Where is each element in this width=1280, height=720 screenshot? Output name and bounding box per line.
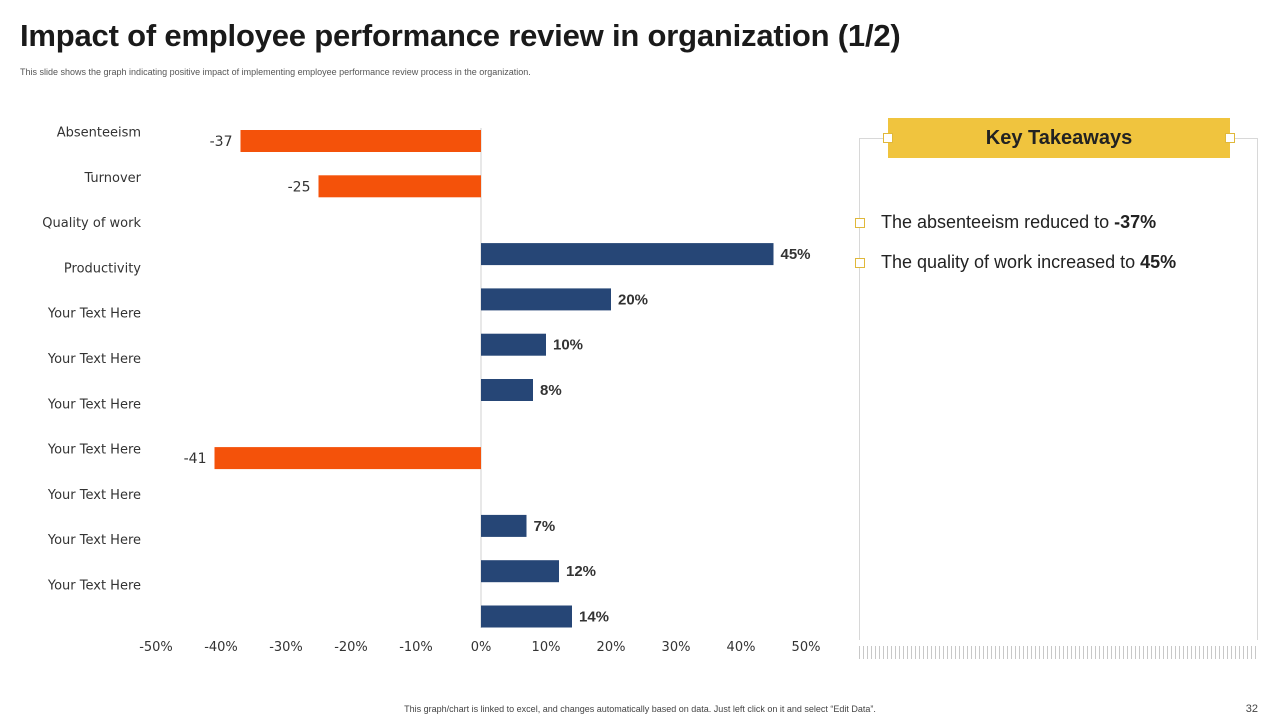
data-label-positive: 12%: [566, 563, 596, 580]
bar-positive: [481, 288, 611, 311]
x-tick-label: -20%: [334, 640, 368, 655]
x-tick-label: 50%: [792, 640, 821, 655]
header-left-handle: [883, 133, 893, 143]
x-tick-label: -50%: [139, 640, 173, 655]
bar-positive: [481, 560, 559, 583]
takeaway-text: The quality of work increased to: [881, 252, 1136, 272]
data-label-negative: -37: [210, 134, 233, 150]
category-label: Your Text Here: [47, 579, 141, 594]
x-tick-label: -40%: [204, 640, 238, 655]
bar-positive: [481, 243, 774, 266]
takeaway-item: The absenteeism reduced to -37%: [855, 212, 1156, 233]
bar-positive: [481, 514, 527, 537]
takeaway-item: The quality of work increased to 45%: [855, 252, 1176, 273]
bar-negative: [214, 447, 481, 470]
data-label-negative: -41: [184, 451, 207, 467]
bar-positive: [481, 333, 546, 356]
category-label: Your Text Here: [47, 307, 141, 322]
x-tick-label: 40%: [727, 640, 756, 655]
data-label-positive: 20%: [618, 291, 648, 308]
bar-negative: [240, 130, 481, 152]
takeaway-highlight: 45%: [1140, 252, 1177, 272]
data-label-positive: 14%: [579, 608, 609, 625]
category-label: Your Text Here: [47, 443, 141, 458]
category-label: Turnover: [83, 171, 141, 186]
page-title: Impact of employee performance review in…: [20, 18, 901, 53]
bar-chart: Absenteeism Turnover Quality of work Produc…: [42, 126, 821, 656]
category-label: Quality of work: [42, 216, 141, 231]
x-tick-label: -30%: [269, 640, 303, 655]
bar-positive: [481, 379, 533, 401]
bar-positive: [481, 605, 572, 628]
key-takeaways-hatch: [859, 646, 1258, 659]
square-bullet-icon: [855, 217, 865, 228]
data-label-positive: 7%: [534, 518, 556, 535]
data-label-positive: 10%: [553, 337, 583, 354]
category-label: Your Text Here: [47, 533, 141, 548]
category-label: Absenteeism: [57, 126, 141, 141]
page-number: 32: [1245, 703, 1258, 715]
footnote: This graph/chart is linked to excel, and…: [404, 704, 876, 714]
data-label-positive: 8%: [540, 382, 562, 399]
category-label: Your Text Here: [47, 397, 141, 412]
bar-negative: [318, 175, 481, 198]
x-tick-label: -10%: [399, 640, 433, 655]
page-subtitle: This slide shows the graph indicating po…: [20, 67, 531, 77]
x-tick-label: 30%: [662, 640, 691, 655]
x-tick-label: 20%: [597, 640, 626, 655]
takeaway-highlight: -37%: [1114, 212, 1157, 232]
square-bullet-icon: [855, 257, 865, 268]
category-label: Your Text Here: [47, 352, 141, 367]
takeaway-text: The absenteeism reduced to: [881, 212, 1110, 232]
x-tick-label: 0%: [471, 640, 492, 655]
x-tick-label: 10%: [532, 640, 561, 655]
key-takeaways-header: Key Takeaways: [888, 118, 1230, 158]
data-label-positive: 45%: [781, 246, 811, 263]
category-label: Productivity: [64, 261, 141, 276]
data-label-negative: -25: [288, 179, 311, 195]
category-label: Your Text Here: [47, 488, 141, 503]
header-right-handle: [1225, 133, 1235, 143]
